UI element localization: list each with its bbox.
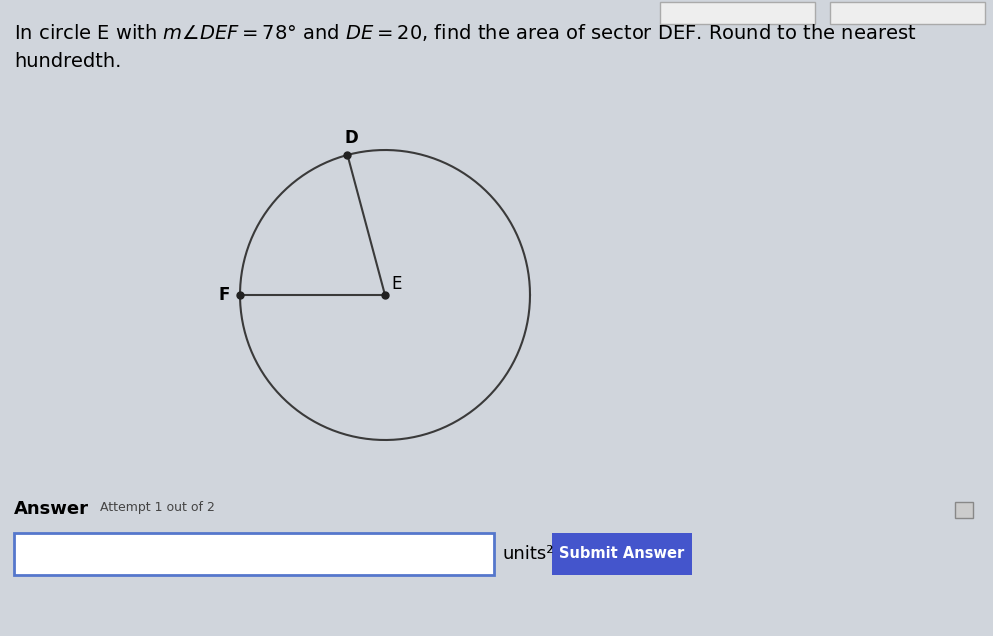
FancyBboxPatch shape bbox=[660, 2, 815, 24]
FancyBboxPatch shape bbox=[14, 533, 494, 575]
Text: Submit Answer: Submit Answer bbox=[559, 546, 684, 562]
FancyBboxPatch shape bbox=[552, 533, 692, 575]
Text: In circle E with $m\angle DEF = 78°$ and $DE = 20$, find the area of sector DEF.: In circle E with $m\angle DEF = 78°$ and… bbox=[14, 22, 917, 71]
Text: E: E bbox=[391, 275, 401, 293]
FancyBboxPatch shape bbox=[955, 502, 973, 518]
Text: Attempt 1 out of 2: Attempt 1 out of 2 bbox=[100, 501, 214, 514]
Text: F: F bbox=[218, 286, 230, 304]
Text: Answer: Answer bbox=[14, 500, 89, 518]
FancyBboxPatch shape bbox=[830, 2, 985, 24]
Text: units²: units² bbox=[502, 545, 553, 563]
Text: D: D bbox=[345, 129, 358, 147]
